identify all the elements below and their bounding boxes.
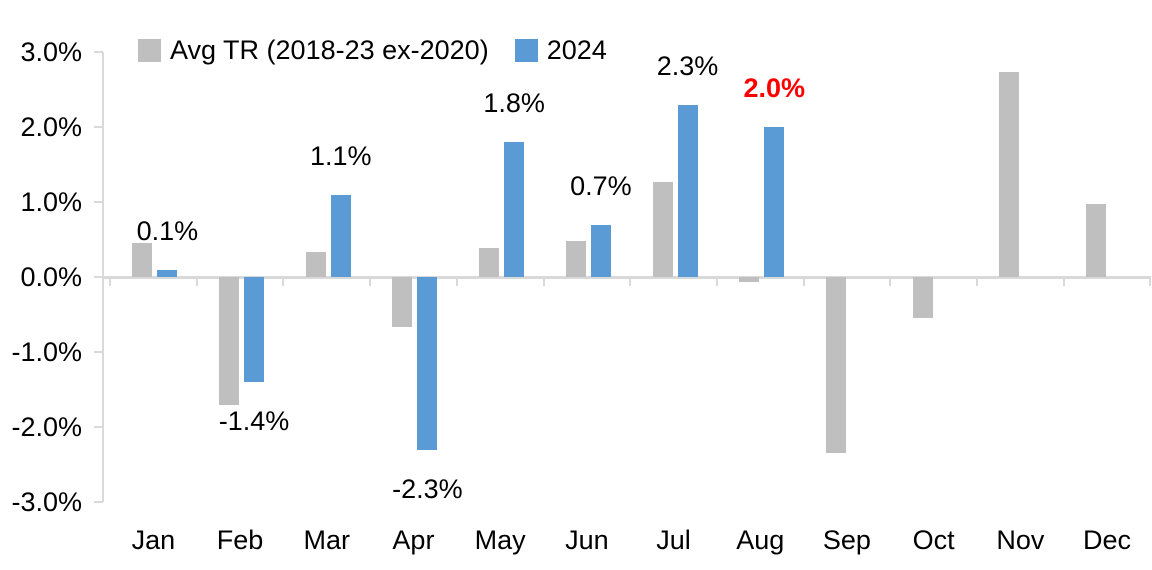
x-axis-label-mar: Mar: [303, 525, 350, 555]
y-axis-label: 0.0%: [20, 262, 82, 292]
data-label-apr: -2.3%: [392, 473, 463, 504]
bar-avg-feb: [219, 277, 240, 405]
bar-avg-jun: [565, 241, 586, 277]
data-label-jul: 2.3%: [656, 50, 719, 81]
x-axis-tick: [1062, 277, 1065, 286]
bar-2024-may: [504, 142, 525, 277]
bar-avg-apr: [392, 277, 413, 327]
bar-avg-jan: [132, 243, 153, 277]
bar-2024-feb: [244, 277, 265, 382]
x-axis-label-aug: Aug: [736, 525, 785, 555]
x-axis-tick: [195, 277, 198, 286]
legend-item-avg: Avg TR (2018-23 ex-2020): [138, 34, 489, 66]
x-axis-label-jan: Jan: [131, 525, 176, 555]
bar-avg-jul: [652, 181, 673, 277]
y-axis-label: 2.0%: [20, 112, 82, 142]
bar-avg-sep: [825, 277, 846, 453]
y-axis-label: 1.0%: [20, 187, 82, 217]
bar-avg-mar: [305, 252, 326, 277]
bar-2024-mar: [330, 194, 351, 277]
data-label-jun: 0.7%: [570, 170, 632, 201]
y-axis-tick: [94, 426, 103, 428]
y-axis-tick: [94, 51, 103, 53]
data-label-aug: 2.0%: [743, 73, 806, 103]
x-axis-tick: [889, 277, 892, 286]
x-axis-label-apr: Apr: [392, 525, 435, 555]
y-axis-label: -1.0%: [11, 337, 82, 367]
bar-2024-jan: [157, 269, 178, 277]
bar-avg-dec: [1086, 203, 1107, 277]
legend: Avg TR (2018-23 ex-2020) 2024: [138, 34, 607, 66]
x-axis-tick: [369, 277, 372, 286]
data-label-jan: 0.1%: [136, 215, 199, 246]
x-axis-tick: [976, 277, 978, 286]
x-axis-tick: [715, 277, 718, 286]
bar-avg-nov: [999, 71, 1020, 277]
bar-avg-aug: [739, 277, 760, 283]
y-axis-tick: [94, 276, 103, 278]
x-axis-label-jun: Jun: [565, 525, 609, 555]
bar-2024-jun: [590, 224, 611, 277]
data-label-may: 1.8%: [483, 88, 545, 118]
x-axis-tick: [455, 277, 458, 286]
x-axis-tick: [109, 277, 111, 286]
bar-2024-jul: [677, 104, 698, 277]
x-axis-label-oct: Oct: [912, 525, 955, 555]
x-axis-label-sep: Sep: [822, 525, 871, 555]
y-axis-label: -2.0%: [11, 412, 82, 442]
bar-2024-aug: [764, 127, 785, 277]
legend-swatch-avg-icon: [138, 38, 161, 62]
data-label-feb: -1.4%: [218, 406, 290, 436]
bar-2024-apr: [417, 277, 438, 450]
y-axis-label: 3.0%: [20, 37, 82, 67]
y-axis-label: -3.0%: [11, 487, 82, 517]
data-label-mar: 1.1%: [309, 140, 372, 171]
y-axis-tick: [94, 201, 103, 203]
legend-label-avg: Avg TR (2018-23 ex-2020): [170, 35, 489, 65]
x-axis-tick: [282, 277, 285, 286]
x-axis-label-feb: Feb: [216, 525, 264, 555]
x-axis-tick: [542, 277, 545, 286]
x-axis-label-jul: Jul: [656, 525, 691, 555]
y-axis-tick: [94, 126, 103, 128]
legend-item-2024: 2024: [514, 34, 607, 66]
x-axis-label-nov: Nov: [996, 525, 1045, 555]
x-axis-tick: [1149, 277, 1152, 286]
y-axis-tick: [94, 351, 103, 353]
x-axis-label-may: May: [474, 525, 526, 555]
y-axis-tick: [94, 501, 103, 503]
bar-avg-oct: [912, 277, 933, 318]
legend-swatch-2024-icon: [514, 38, 538, 62]
x-axis-label-dec: Dec: [1083, 525, 1132, 555]
x-axis-tick: [629, 277, 632, 286]
bar-avg-may: [479, 247, 500, 277]
x-axis-tick: [802, 277, 805, 286]
x-axis-line: [103, 275, 1152, 279]
legend-label-2024: 2024: [546, 35, 607, 65]
